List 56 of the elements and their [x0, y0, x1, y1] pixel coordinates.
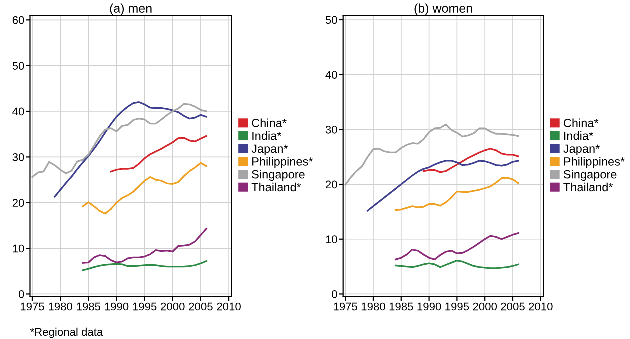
- line-series: [54, 102, 208, 198]
- y-tick-label: 10: [326, 236, 338, 244]
- legend-label: Philippines*: [252, 157, 314, 168]
- y-tick-label: 20: [326, 180, 338, 189]
- chart-title: (a) men: [110, 4, 152, 16]
- text: *Regional data: [30, 328, 104, 338]
- line-series: [82, 162, 208, 215]
- line-series: [32, 103, 208, 178]
- x-tick-label: 1980: [362, 302, 386, 311]
- x-tick-label: 2000: [473, 302, 498, 311]
- x-tick-label: 2010: [529, 302, 553, 311]
- legend-label: Thailand*: [564, 182, 614, 192]
- legend-label: China*: [252, 118, 287, 128]
- legend-label: Singapore: [252, 170, 305, 182]
- legend-label: India*: [564, 132, 594, 140]
- y-tick-label: 60: [12, 16, 24, 24]
- line-series: [344, 124, 520, 186]
- y-tick-label: 0: [332, 290, 338, 298]
- y-tick-label: 30: [326, 126, 338, 134]
- line-series: [82, 228, 208, 264]
- y-tick-label: 50: [326, 16, 338, 24]
- line-series: [422, 148, 520, 174]
- x-tick-label: 2000: [161, 302, 185, 311]
- legend-label: Japan*: [564, 144, 600, 156]
- x-tick-label: 2010: [217, 302, 241, 311]
- legend-label: Japan*: [252, 144, 288, 156]
- y-tick-label: 0: [18, 290, 24, 298]
- line-series: [110, 135, 208, 173]
- y-tick-label: 10: [13, 244, 24, 253]
- line-series: [394, 232, 520, 260]
- x-tick-label: 1975: [334, 302, 358, 311]
- x-tick-label: 1980: [49, 302, 72, 311]
- y-tick-label: 30: [12, 153, 24, 162]
- legend-label: India*: [252, 132, 282, 140]
- x-tick-label: 1995: [133, 302, 157, 311]
- x-tick-label: 1995: [446, 302, 470, 311]
- line-series: [82, 260, 208, 272]
- y-tick-label: 40: [326, 71, 338, 79]
- line-series: [394, 177, 520, 212]
- x-tick-label: 2005: [501, 302, 525, 311]
- legend-label: Thailand*: [252, 182, 302, 192]
- line-series: [367, 160, 520, 212]
- legend-label: Singapore: [564, 170, 617, 182]
- legend-label: China*: [564, 118, 599, 128]
- x-tick-label: 1975: [20, 302, 44, 311]
- y-tick-label: 20: [12, 199, 24, 208]
- x-tick-label: 2005: [189, 302, 213, 311]
- chart-title: (b) women: [414, 4, 472, 16]
- x-tick-label: 1985: [390, 302, 414, 311]
- x-tick-label: 1990: [105, 302, 129, 311]
- y-tick-label: 50: [12, 62, 24, 70]
- legend-label: Philippines*: [564, 157, 625, 168]
- x-tick-label: 1985: [77, 302, 101, 311]
- line-series: [394, 260, 520, 270]
- x-tick-label: 1990: [418, 302, 442, 311]
- y-tick-label: 40: [12, 108, 24, 116]
